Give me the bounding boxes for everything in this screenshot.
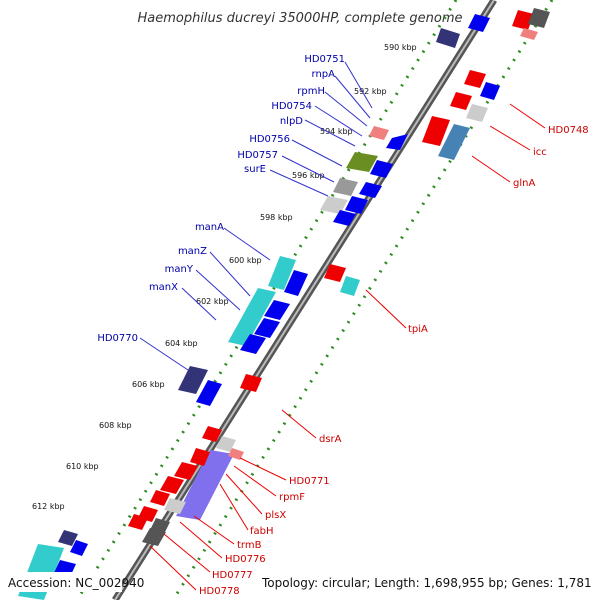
gene-block[interactable]	[164, 498, 186, 514]
gene-label[interactable]: glnA	[513, 178, 535, 189]
tick-label: 598 kbp	[260, 213, 293, 222]
gene-label[interactable]: trmB	[237, 540, 262, 551]
gene-label[interactable]: HD0757	[237, 150, 278, 161]
tick-label: 612 kbp	[32, 502, 65, 511]
gene-label[interactable]: HD0756	[249, 134, 290, 145]
gene-block[interactable]	[466, 104, 488, 122]
gene-block[interactable]	[422, 116, 450, 146]
tick-label: 608 kbp	[99, 421, 132, 430]
gene-block[interactable]	[333, 178, 358, 196]
gene-block[interactable]	[254, 318, 280, 338]
tick-label: 592 kbp	[354, 87, 387, 96]
left-gene-labels: HD0751 rnpA rpmH HD0754 nlpD HD0756 HD07…	[97, 54, 345, 344]
gene-block[interactable]	[174, 462, 198, 480]
gene-block[interactable]	[142, 528, 166, 546]
gene-block[interactable]	[340, 276, 360, 296]
gene-block[interactable]	[450, 92, 472, 110]
map-title: Haemophilus ducreyi 35000HP, complete ge…	[137, 11, 462, 26]
gene-block[interactable]	[320, 196, 348, 214]
gene-block[interactable]	[196, 380, 222, 406]
tick-label: 606 kbp	[132, 380, 165, 389]
gene-label[interactable]: HD0777	[212, 570, 253, 581]
gene-block[interactable]	[178, 366, 208, 394]
gene-label[interactable]: HD0776	[225, 554, 266, 565]
reverse-track-guide	[171, 0, 554, 600]
gene-block[interactable]	[512, 10, 534, 30]
tick-label: 602 kbp	[196, 297, 229, 306]
gene-block[interactable]	[190, 448, 210, 466]
gene-block[interactable]	[160, 476, 184, 494]
gene-block[interactable]	[480, 82, 500, 100]
tick-label: 610 kbp	[66, 462, 99, 471]
summary-background	[256, 572, 600, 592]
gene-label[interactable]: HD0751	[304, 54, 345, 65]
gene-label[interactable]: tpiA	[408, 324, 428, 335]
gene-label[interactable]: icc	[533, 147, 547, 158]
genome-summary: Topology: circular; Length: 1,698,955 bp…	[261, 576, 592, 590]
accession-background	[0, 572, 122, 592]
gene-label[interactable]: rpmH	[297, 86, 325, 97]
gene-block[interactable]	[70, 540, 88, 556]
gene-block[interactable]	[333, 210, 356, 226]
reverse-strand-genes	[128, 8, 550, 546]
forward-track-guide	[75, 0, 458, 600]
gene-block[interactable]	[369, 126, 389, 140]
tick-label: 596 kbp	[292, 171, 325, 180]
gene-block[interactable]	[150, 490, 170, 506]
gene-label[interactable]: HD0778	[199, 586, 240, 597]
right-gene-labels: HD0748 icc glnA tpiA dsrA HD0771 rpmF pl…	[199, 125, 589, 597]
tick-label: 604 kbp	[165, 339, 198, 348]
gene-block[interactable]	[240, 374, 262, 392]
forward-strand-genes	[18, 14, 490, 600]
gene-label[interactable]: rnpA	[312, 69, 336, 80]
gene-label[interactable]: plsX	[265, 510, 286, 521]
gene-label[interactable]: manA	[195, 222, 224, 233]
gene-block[interactable]	[284, 270, 308, 296]
gene-block[interactable]	[468, 14, 490, 32]
gene-block[interactable]	[520, 28, 538, 40]
gene-label[interactable]: manZ	[178, 246, 207, 257]
gene-block[interactable]	[324, 264, 346, 282]
tick-label: 594 kbp	[320, 127, 353, 136]
gene-block[interactable]	[58, 530, 78, 546]
gene-block[interactable]	[268, 256, 296, 290]
gene-block[interactable]	[228, 448, 244, 460]
gene-label[interactable]: dsrA	[319, 434, 342, 445]
gene-block[interactable]	[228, 288, 276, 346]
gene-block[interactable]	[528, 8, 550, 28]
gene-block[interactable]	[438, 124, 470, 160]
gene-block[interactable]	[464, 70, 486, 88]
gene-label[interactable]: nlpD	[280, 116, 303, 127]
gene-block[interactable]	[216, 436, 236, 452]
gene-block[interactable]	[128, 514, 148, 530]
gene-label[interactable]: rpmF	[279, 492, 305, 503]
gene-block[interactable]	[264, 300, 290, 320]
gene-label[interactable]: HD0770	[97, 333, 138, 344]
gene-label[interactable]: surE	[244, 164, 266, 175]
gene-block[interactable]	[202, 426, 222, 442]
accession-label: Accession: NC_002940	[8, 576, 144, 590]
right-leaders	[149, 103, 546, 591]
gene-label[interactable]: fabH	[250, 526, 274, 537]
gene-label[interactable]: manX	[149, 282, 178, 293]
gene-block[interactable]	[386, 134, 408, 150]
gene-block[interactable]	[345, 196, 368, 214]
scale-ticks: 590 kbp 592 kbp 594 kbp 596 kbp 598 kbp …	[32, 43, 417, 511]
gene-block[interactable]	[346, 152, 378, 172]
gene-block[interactable]	[370, 160, 393, 178]
gene-block[interactable]	[240, 334, 266, 354]
left-leaders	[139, 61, 373, 371]
gene-label[interactable]: HD0771	[289, 476, 330, 487]
gene-block[interactable]	[359, 182, 382, 198]
gene-block[interactable]	[436, 28, 460, 48]
tick-label: 590 kbp	[384, 43, 417, 52]
tick-label: 600 kbp	[229, 256, 262, 265]
genome-backbone-highlight	[114, 0, 495, 600]
gene-block[interactable]	[176, 450, 234, 520]
gene-label[interactable]: manY	[165, 264, 194, 275]
gene-label[interactable]: HD0748	[548, 125, 589, 136]
gene-label[interactable]: HD0754	[271, 101, 312, 112]
